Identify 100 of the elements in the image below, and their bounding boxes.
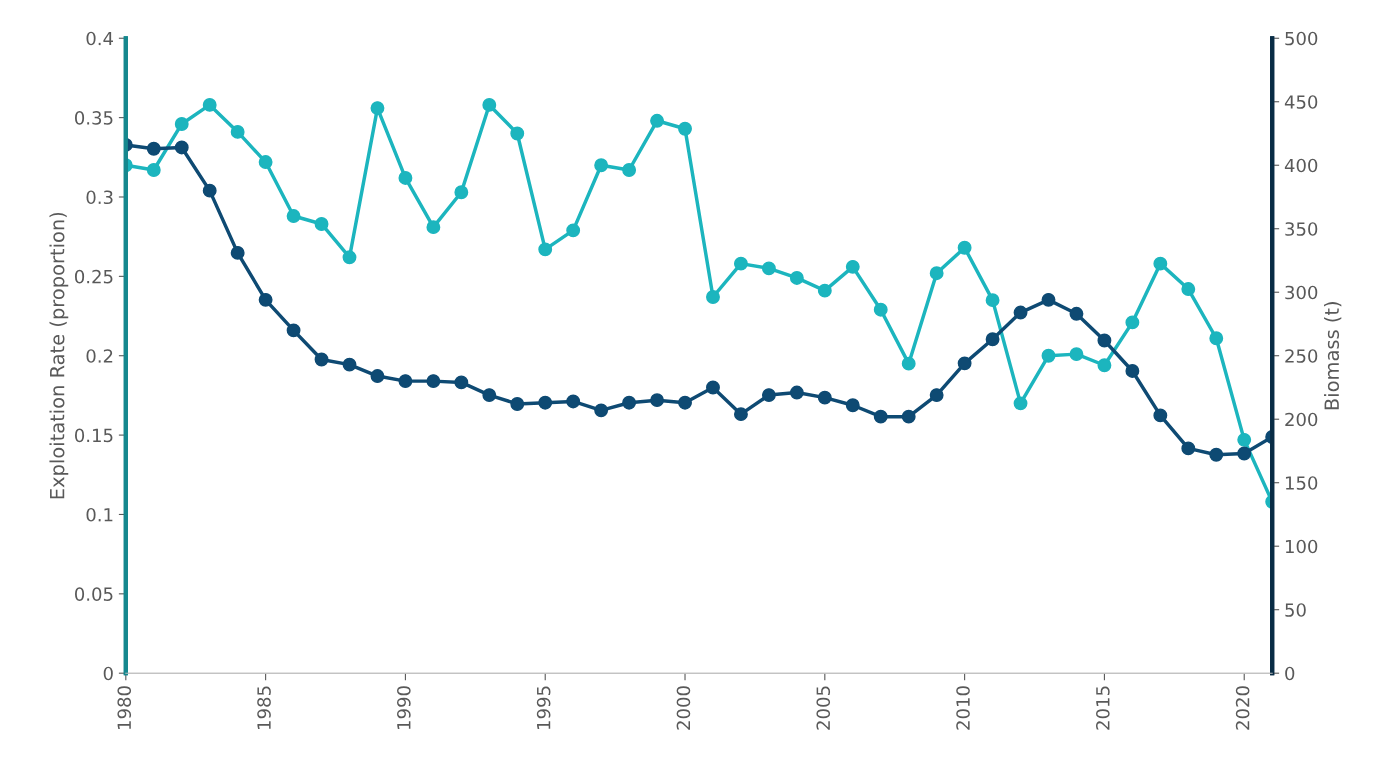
point <box>1069 306 1084 321</box>
point <box>678 395 692 410</box>
y-tick-label: 0 <box>103 666 113 681</box>
point <box>789 385 804 400</box>
point <box>1181 441 1196 456</box>
point <box>258 292 273 307</box>
point <box>957 356 972 371</box>
y2-tick-label: 250 <box>1285 349 1318 363</box>
point <box>1209 331 1224 346</box>
y-tick-label: 0.2 <box>86 349 113 363</box>
point <box>1237 432 1252 447</box>
y-tick-label: 0.4 <box>86 31 113 46</box>
point <box>258 155 273 170</box>
point <box>398 170 413 185</box>
y2-tick-label: 0 <box>1285 666 1295 681</box>
point <box>1013 396 1028 411</box>
point <box>314 352 329 367</box>
y2-tick-label: 100 <box>1285 539 1318 554</box>
point <box>817 390 832 405</box>
point <box>594 158 609 173</box>
point <box>1153 256 1168 271</box>
point <box>482 97 497 112</box>
point <box>873 409 888 424</box>
point <box>761 388 776 403</box>
y-tick-label: 0.15 <box>75 428 113 443</box>
y2-tick-label: 350 <box>1285 222 1318 236</box>
x-tick-label: 2005 <box>816 686 831 730</box>
point <box>1069 347 1084 362</box>
y-tick-label: 0.25 <box>75 269 113 284</box>
point <box>1153 408 1168 423</box>
x-tick-label: 1990 <box>397 686 411 729</box>
point <box>594 403 609 418</box>
y2-tick-label: 400 <box>1284 158 1318 173</box>
y-axis-title: Exploitation Rate (proportion) <box>49 212 69 499</box>
x-tick-label: 1985 <box>257 686 271 729</box>
y2-tick-label: 300 <box>1285 285 1318 300</box>
point <box>1097 358 1112 373</box>
point <box>678 121 692 136</box>
point <box>761 261 776 276</box>
point <box>370 101 385 116</box>
point <box>929 266 944 281</box>
x-tick-label: 2000 <box>676 686 691 730</box>
point <box>510 397 525 411</box>
point <box>650 113 665 128</box>
x-tick-label: 2020 <box>1235 686 1250 730</box>
point <box>174 117 189 131</box>
point <box>1041 348 1056 363</box>
point <box>873 302 888 317</box>
y-tick-label: 0.05 <box>75 587 113 601</box>
y2-tick-label: 450 <box>1284 95 1318 109</box>
point <box>845 398 860 413</box>
point <box>146 141 161 156</box>
point <box>230 245 245 260</box>
point <box>538 395 553 410</box>
point <box>1125 315 1140 330</box>
y2-tick-label: 150 <box>1285 476 1318 490</box>
point <box>286 209 301 223</box>
point <box>622 395 637 410</box>
point <box>1013 305 1028 320</box>
y2-tick-label: 50 <box>1285 603 1306 617</box>
point <box>733 256 748 271</box>
point <box>1237 446 1252 461</box>
y-tick-label: 0.35 <box>75 111 113 125</box>
point <box>1097 333 1112 348</box>
point <box>454 375 469 390</box>
point <box>286 323 301 338</box>
point <box>929 388 944 403</box>
x-tick-label: 2010 <box>956 686 970 730</box>
point <box>985 293 1000 308</box>
point <box>650 393 665 408</box>
point <box>566 223 581 238</box>
point <box>482 388 497 403</box>
point <box>202 183 217 198</box>
point <box>314 217 329 231</box>
y2-tick-label: 200 <box>1285 412 1318 427</box>
point <box>901 356 916 371</box>
point <box>706 290 720 304</box>
x-tick-label: 2015 <box>1096 686 1110 730</box>
y2-axis-title: Biomass (t) <box>1324 302 1342 410</box>
point <box>957 240 972 255</box>
x-tick-label: 1980 <box>117 686 132 729</box>
point <box>817 283 832 298</box>
point <box>174 140 189 155</box>
y-tick-label: 0.1 <box>86 507 113 522</box>
point <box>370 369 385 383</box>
point <box>566 394 581 409</box>
point <box>1041 292 1056 307</box>
point <box>901 409 916 424</box>
point <box>426 220 441 235</box>
x-tick-label: 1995 <box>536 686 551 729</box>
point <box>398 374 413 389</box>
y2-tick-label: 500 <box>1285 31 1318 46</box>
point <box>985 332 1000 347</box>
point <box>706 380 720 395</box>
y-tick-label: 0.3 <box>86 190 113 205</box>
point <box>202 97 217 112</box>
point <box>342 250 357 265</box>
point <box>622 163 637 177</box>
point <box>733 407 748 422</box>
point <box>1125 364 1140 378</box>
